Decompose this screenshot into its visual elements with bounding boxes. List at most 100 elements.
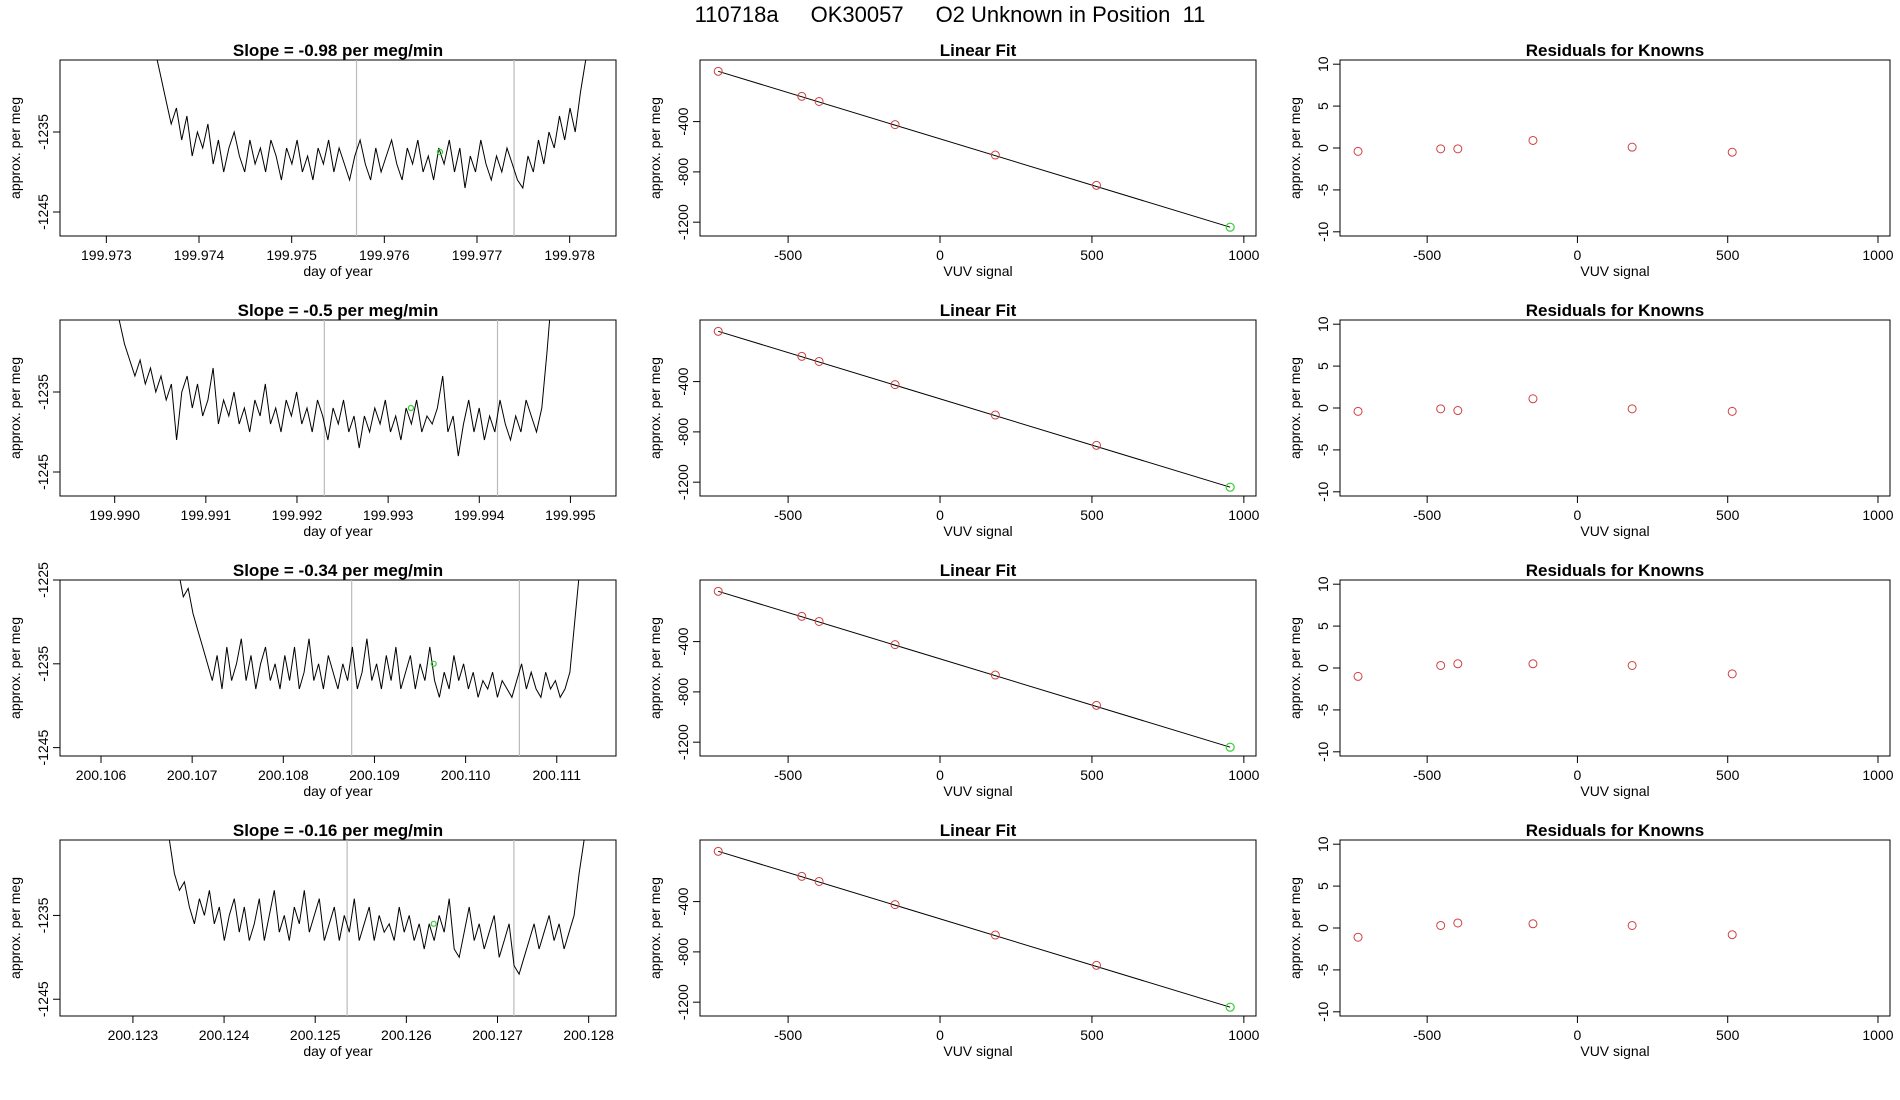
x-tick-label: 500 (1080, 507, 1104, 523)
known-point (713, 66, 723, 76)
x-tick-label: 199.994 (454, 507, 505, 523)
y-tick-label: -400 (675, 887, 691, 915)
known-point (1353, 932, 1363, 942)
current-point (436, 148, 444, 156)
x-tick-label: 0 (936, 247, 944, 263)
y-tick-label: -1235 (35, 114, 51, 150)
panel-title: Residuals for Knowns (1526, 301, 1705, 320)
y-tick-label: -400 (675, 107, 691, 135)
known-point (1091, 440, 1101, 450)
known-point (1528, 394, 1538, 404)
y-tick-label: -400 (675, 627, 691, 655)
slope-value: -0.34 (299, 561, 338, 580)
x-tick-label: 199.990 (89, 507, 140, 523)
y-tick-label: -1235 (35, 646, 51, 682)
plot-frame (1339, 839, 1891, 1017)
x-tick-label: -500 (1413, 507, 1441, 523)
y-axis-label: approx. per meg (7, 617, 23, 719)
known-point (1453, 144, 1463, 154)
known-point (1453, 918, 1463, 928)
title-suffix: per meg/min (337, 561, 443, 580)
x-tick-label: 200.127 (472, 1027, 523, 1043)
y-tick-label: -5 (1315, 443, 1331, 456)
y-tick-label: 0 (1315, 404, 1331, 412)
x-tick-label: 199.973 (81, 247, 132, 263)
plot-frame (1339, 59, 1891, 237)
x-tick-label: 1000 (1862, 507, 1893, 523)
x-tick-label: 199.991 (181, 507, 232, 523)
known-point (1353, 406, 1363, 416)
data-layer (713, 66, 1235, 232)
data-layer (713, 586, 1235, 752)
data-layer (1353, 135, 1737, 157)
x-tick-label: 200.110 (441, 767, 491, 783)
fit-line (718, 850, 1231, 1008)
x-tick-label: 500 (1716, 767, 1740, 783)
known-point (797, 871, 807, 881)
x-tick-label: 199.976 (359, 247, 410, 263)
y-tick-label: -1235 (35, 374, 51, 410)
y-tick-label: -5 (1315, 183, 1331, 196)
panel-title: Slope = -0.98 per meg/min (233, 41, 443, 60)
known-point (713, 326, 723, 336)
known-point (1353, 671, 1363, 681)
known-point (1353, 146, 1363, 156)
y-tick-label: 5 (1315, 622, 1331, 630)
known-point (1627, 920, 1637, 930)
y-axis-label: approx. per meg (1287, 617, 1303, 719)
data-layer (1353, 394, 1737, 416)
plot-frame (699, 319, 1257, 497)
x-tick-label: 0 (936, 767, 944, 783)
y-tick-label: -1245 (35, 981, 51, 1017)
x-axis-label: day of year (303, 783, 373, 799)
x-tick-label: 1000 (1862, 1027, 1893, 1043)
panel-title: Slope = -0.34 per meg/min (233, 561, 443, 580)
y-tick-label: 0 (1315, 924, 1331, 932)
plot-frame (59, 59, 617, 237)
known-point (1727, 930, 1737, 940)
panel-residuals-4: Residuals for Knowns -500 0 500 1000 10 5 0 -5 -1… (1287, 821, 1894, 1059)
y-tick-label: -1225 (35, 562, 51, 598)
panel-title: Slope = -0.5 per meg/min (238, 301, 439, 320)
y-tick-label: 10 (1315, 56, 1331, 72)
x-tick-label: 199.978 (544, 247, 595, 263)
y-tick-label: -1245 (35, 454, 51, 490)
x-tick-label: 199.975 (266, 247, 317, 263)
known-point (797, 351, 807, 361)
x-tick-label: 500 (1716, 507, 1740, 523)
panel-title: Linear Fit (940, 41, 1017, 60)
x-tick-label: -500 (1413, 767, 1441, 783)
x-tick-label: -500 (1413, 247, 1441, 263)
fit-line (718, 330, 1231, 488)
plot-frame (1339, 319, 1891, 497)
y-tick-label: -800 (675, 418, 691, 446)
known-point (1627, 660, 1637, 670)
known-point (1727, 406, 1737, 416)
y-tick-label: -5 (1315, 963, 1331, 976)
y-axis-label: approx. per meg (647, 877, 663, 979)
data-layer (118, 320, 551, 496)
x-tick-label: 199.977 (452, 247, 503, 263)
title-prefix: Slope = (238, 301, 304, 320)
x-tick-label: 200.126 (381, 1027, 432, 1043)
panel-title: Residuals for Knowns (1526, 561, 1705, 580)
known-point (797, 611, 807, 621)
y-tick-label: 0 (1315, 664, 1331, 672)
known-point (990, 410, 1000, 420)
panel-residuals-2: Residuals for Knowns -500 0 500 1000 10 5 0 -5 -1… (1287, 301, 1894, 539)
x-tick-label: 500 (1080, 1027, 1104, 1043)
title-suffix: per meg/min (337, 821, 443, 840)
x-axis-label: VUV signal (1580, 263, 1649, 279)
plot-frame (59, 579, 617, 757)
x-tick-label: 0 (1574, 1027, 1582, 1043)
y-axis-label: approx. per meg (647, 617, 663, 719)
known-point (1528, 659, 1538, 669)
known-point (1727, 669, 1737, 679)
x-axis-label: VUV signal (1580, 1043, 1649, 1059)
x-tick-label: 200.106 (76, 767, 127, 783)
x-tick-label: 200.109 (349, 767, 400, 783)
panel-timeseries-4: Slope = -0.16 per meg/min 200.123 200.124 2… (7, 821, 617, 1059)
known-point (1528, 135, 1538, 145)
y-tick-label: 5 (1315, 102, 1331, 110)
